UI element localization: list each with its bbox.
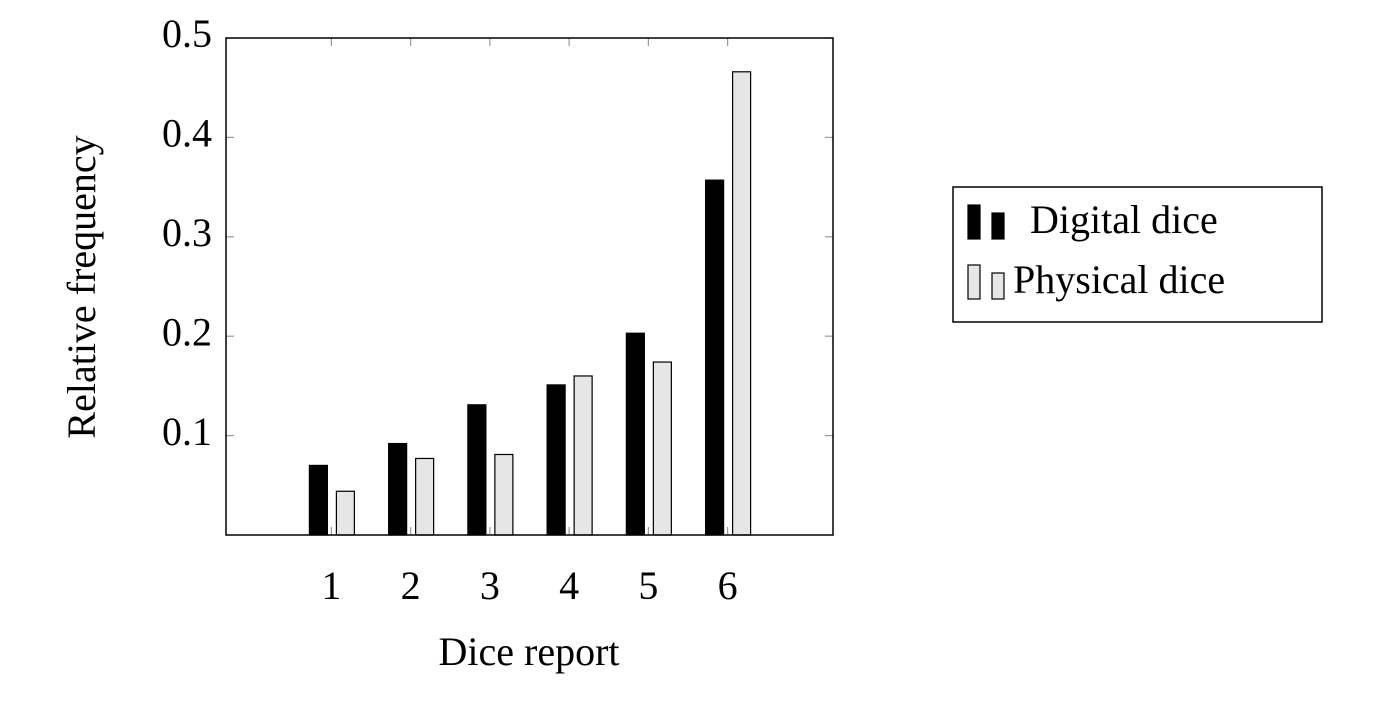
bar xyxy=(308,464,328,536)
legend-swatch xyxy=(967,264,981,300)
y-axis-label: Relative frequency xyxy=(59,135,104,438)
legend-swatch xyxy=(991,272,1005,300)
bar xyxy=(415,457,435,536)
x-tick-label: 3 xyxy=(480,563,500,608)
y-tick-label: 0.5 xyxy=(162,11,212,56)
bar xyxy=(335,490,355,536)
bar xyxy=(546,384,566,536)
bar xyxy=(705,179,725,536)
bar xyxy=(625,332,645,536)
bar xyxy=(494,453,514,536)
bar xyxy=(573,375,593,536)
legend-label: Digital dice xyxy=(1030,197,1218,242)
x-tick-label: 2 xyxy=(401,563,421,608)
bar xyxy=(388,442,408,536)
y-tick-label: 0.2 xyxy=(162,309,212,354)
bar xyxy=(732,71,752,536)
y-tick-label: 0.3 xyxy=(162,210,212,255)
x-axis-label: Dice report xyxy=(438,629,619,674)
plot-frame xyxy=(225,37,834,536)
y-tick-label: 0.4 xyxy=(162,111,212,156)
x-tick-label: 5 xyxy=(638,563,658,608)
x-tick-label: 1 xyxy=(321,563,341,608)
bar xyxy=(467,404,487,536)
x-tick-label: 4 xyxy=(559,563,579,608)
legend-label: Physical dice xyxy=(1013,257,1225,302)
x-tick-label: 6 xyxy=(718,563,738,608)
bar xyxy=(652,361,672,536)
legend-box xyxy=(952,186,1323,323)
y-tick-label: 0.1 xyxy=(162,409,212,454)
legend-swatch xyxy=(991,212,1005,240)
legend-swatch xyxy=(967,204,981,240)
